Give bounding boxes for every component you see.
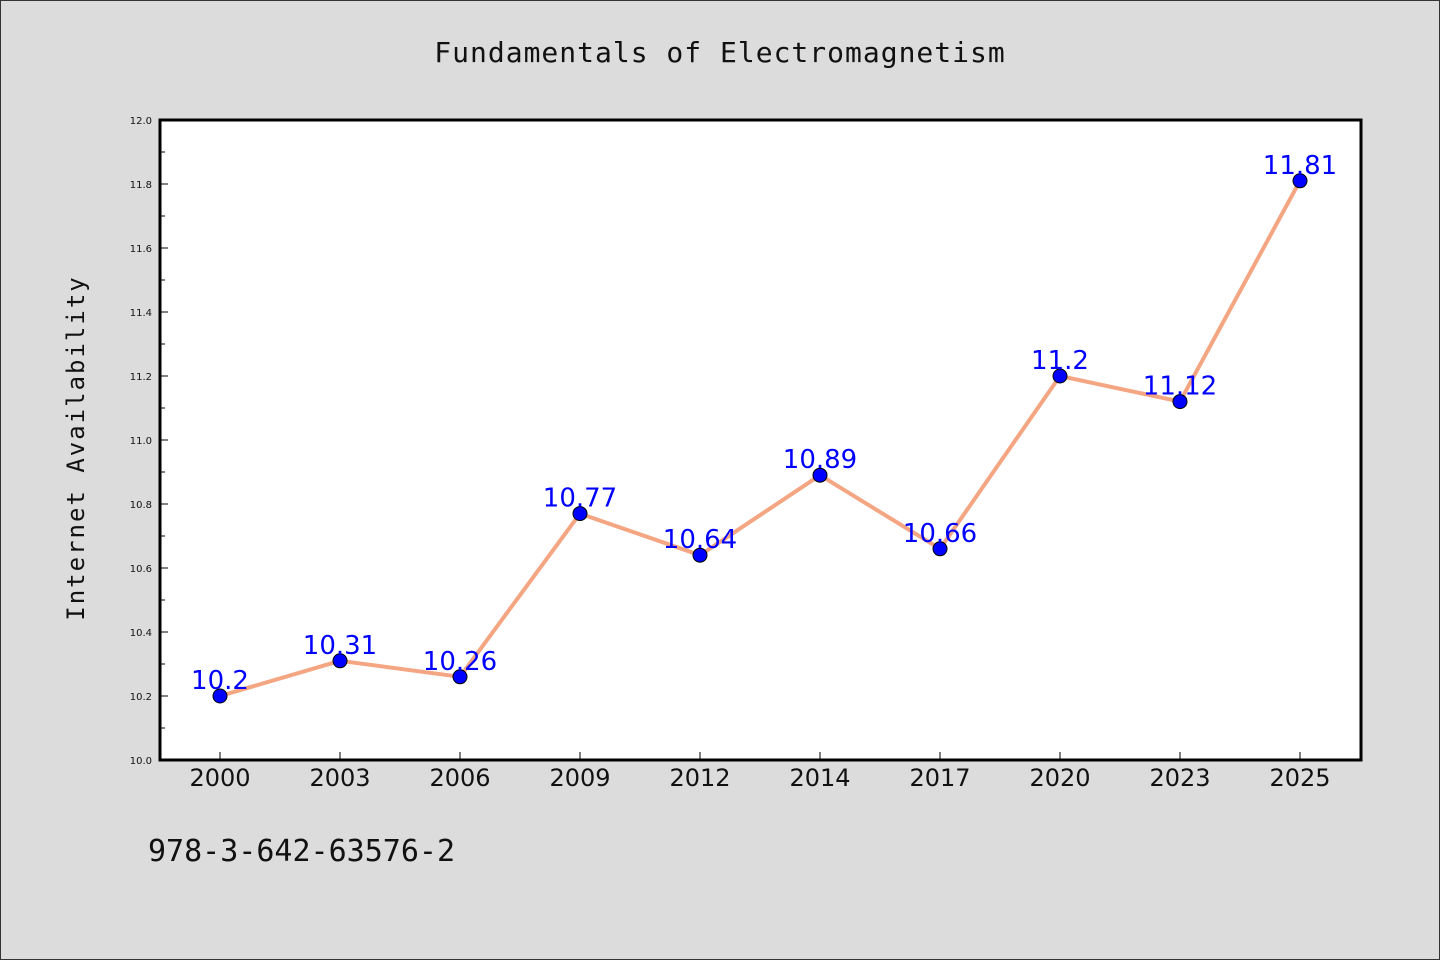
data-point [1172,394,1188,410]
data-point [452,669,468,685]
data-label: 10.31 [303,631,377,661]
y-tick-label: 10.0 [130,756,152,767]
data-label: 10.2 [191,666,249,696]
series-line [219,179,1302,698]
x-tick-label: 2023 [1149,764,1210,792]
y-tick-label: 10.8 [130,500,152,511]
data-point [332,653,348,669]
data-label: 11.2 [1031,346,1089,376]
x-tick-label: 2003 [309,764,370,792]
data-label: 10.64 [663,525,737,555]
y-tick-label: 11.0 [130,436,152,447]
y-tick-label: 11.8 [130,180,152,191]
chart-title: Fundamentals of Electromagnetism [434,36,1006,69]
data-point [932,541,948,557]
x-tick-label: 2000 [189,764,250,792]
data-point [572,506,588,522]
series-layer [212,173,1308,704]
x-tick-label: 2012 [669,764,730,792]
x-tick-label: 2017 [909,764,970,792]
data-label: 10.89 [783,445,857,475]
data-point [1052,368,1068,384]
data-label: 10.77 [543,484,617,514]
data-label: 10.66 [903,519,977,549]
data-point [212,688,228,704]
y-tick-label: 11.6 [130,244,152,255]
y-tick-label: 11.2 [130,372,152,383]
plot-area [158,118,1363,762]
x-axis-ticks: 2000 2003 2006 2009 2012 2014 2017 2020 2023 2025 [189,752,1331,792]
y-tick-label: 10.2 [130,692,152,703]
x-tick-label: 2025 [1269,764,1330,792]
data-label: 11.81 [1263,151,1337,181]
x-tick-label: 2020 [1029,764,1090,792]
y-tick-label: 12.0 [130,116,152,127]
y-tick-label: 10.4 [130,628,152,639]
y-axis-ticks: 10.0 10.2 10.4 10.6 10.8 11.0 11.2 11.4 11.6 11.8… [130,116,168,767]
data-point [1292,173,1308,189]
data-label-layer: 10.2 10.31 10.26 10.77 10.64 10.89 10.66 11.2 11… [191,151,1337,696]
data-label: 10.26 [423,647,497,677]
data-point [692,547,708,563]
y-tick-label: 10.6 [130,564,152,575]
y-tick-label: 11.4 [130,308,152,319]
x-tick-label: 2006 [429,764,490,792]
data-point [812,467,828,483]
data-label: 11.12 [1143,372,1217,402]
footer-isbn: 978-3-642-63576-2 [148,834,456,869]
x-tick-label: 2014 [789,764,850,792]
x-tick-label: 2009 [549,764,610,792]
